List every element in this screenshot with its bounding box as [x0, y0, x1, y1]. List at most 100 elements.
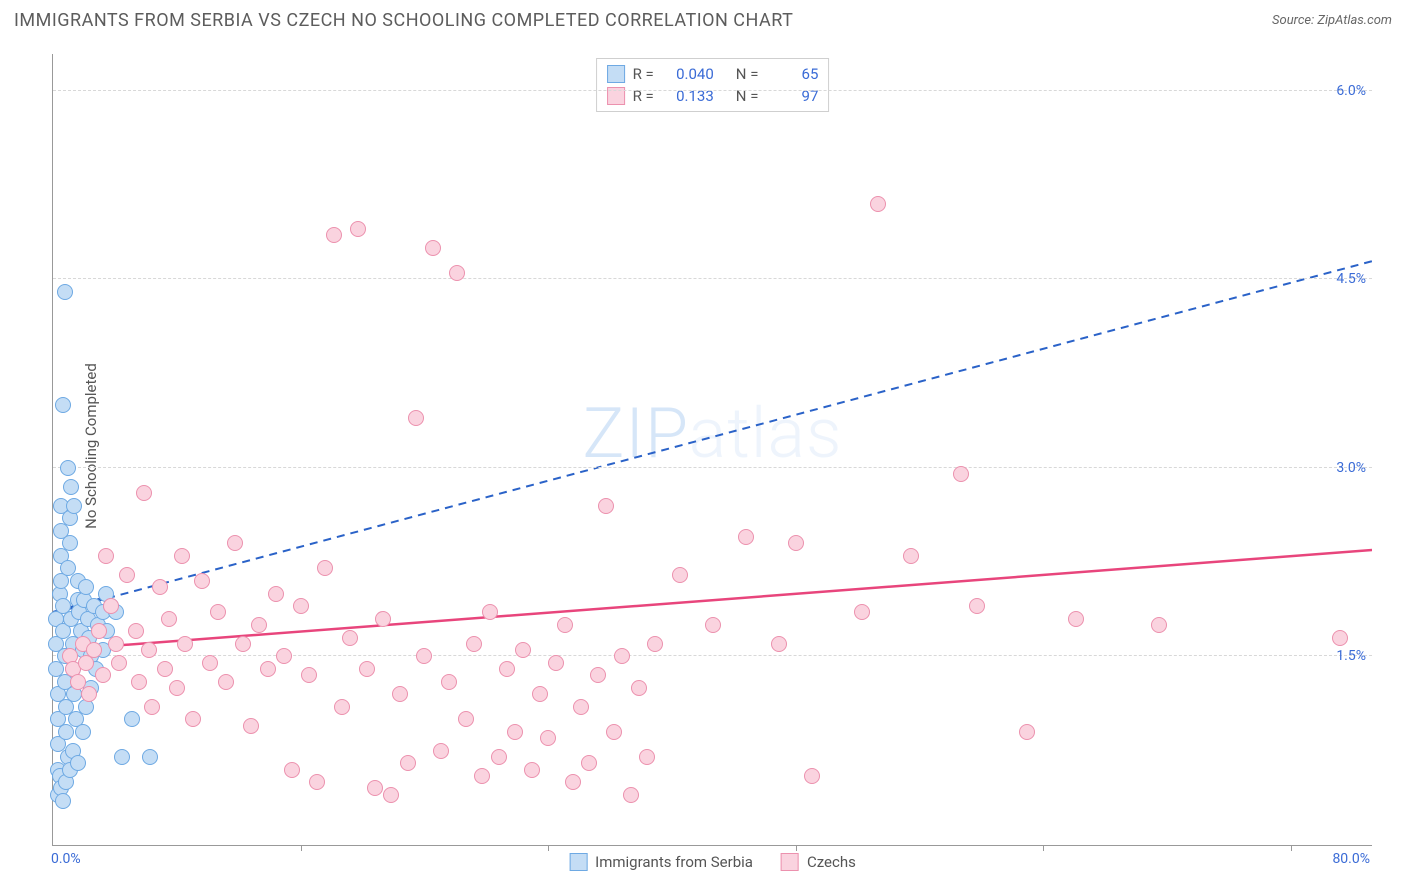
- stat-r-value: 0.040: [664, 63, 714, 85]
- scatter-point-czechs: [350, 221, 366, 237]
- legend-swatch-serbia: [569, 853, 587, 871]
- legend-item-serbia: Immigrants from Serbia: [569, 853, 753, 871]
- scatter-point-czechs: [185, 711, 201, 727]
- chart-source: Source: ZipAtlas.com: [1272, 13, 1392, 28]
- scatter-point-czechs: [81, 686, 97, 702]
- x-tick: [548, 845, 549, 851]
- stat-n-value: 97: [768, 85, 818, 107]
- scatter-point-czechs: [174, 548, 190, 564]
- scatter-point-czechs: [235, 636, 251, 652]
- scatter-point-czechs: [672, 567, 688, 583]
- scatter-point-czechs: [474, 768, 490, 784]
- scatter-point-serbia: [75, 724, 91, 740]
- scatter-point-czechs: [251, 617, 267, 633]
- scatter-point-czechs: [276, 648, 292, 664]
- scatter-point-serbia: [66, 498, 82, 514]
- scatter-point-czechs: [598, 498, 614, 514]
- scatter-point-czechs: [441, 674, 457, 690]
- scatter-point-serbia: [57, 284, 73, 300]
- scatter-point-serbia: [78, 579, 94, 595]
- trend-line-serbia: [53, 261, 1372, 613]
- gridline-h: [53, 655, 1372, 656]
- scatter-point-czechs: [1151, 617, 1167, 633]
- x-tick: [1291, 845, 1292, 851]
- scatter-point-czechs: [491, 749, 507, 765]
- scatter-point-czechs: [738, 529, 754, 545]
- scatter-point-czechs: [392, 686, 408, 702]
- gridline-h: [53, 467, 1372, 468]
- stats-row-serbia: R =0.040N =65: [607, 63, 819, 85]
- scatter-point-czechs: [573, 699, 589, 715]
- scatter-point-czechs: [499, 661, 515, 677]
- scatter-point-czechs: [284, 762, 300, 778]
- stat-r-label: R =: [633, 63, 654, 85]
- scatter-point-czechs: [157, 661, 173, 677]
- scatter-point-czechs: [111, 655, 127, 671]
- scatter-point-czechs: [788, 535, 804, 551]
- scatter-point-serbia: [60, 460, 76, 476]
- scatter-point-czechs: [152, 579, 168, 595]
- scatter-point-czechs: [309, 774, 325, 790]
- x-axis-max-label: 80.0%: [1332, 851, 1370, 867]
- legend-swatch-serbia: [607, 65, 625, 83]
- scatter-point-czechs: [540, 730, 556, 746]
- scatter-point-serbia: [142, 749, 158, 765]
- x-tick: [796, 845, 797, 851]
- scatter-point-czechs: [565, 774, 581, 790]
- scatter-point-czechs: [177, 636, 193, 652]
- series-legend: Immigrants from Serbia Czechs: [569, 853, 856, 871]
- scatter-point-czechs: [91, 623, 107, 639]
- scatter-point-czechs: [515, 642, 531, 658]
- x-axis-origin-label: 0.0%: [51, 851, 81, 867]
- scatter-point-czechs: [532, 686, 548, 702]
- scatter-point-czechs: [482, 604, 498, 620]
- scatter-point-serbia: [55, 397, 71, 413]
- scatter-point-czechs: [433, 743, 449, 759]
- scatter-point-czechs: [342, 630, 358, 646]
- scatter-point-czechs: [581, 755, 597, 771]
- scatter-point-czechs: [141, 642, 157, 658]
- scatter-point-czechs: [128, 623, 144, 639]
- scatter-point-czechs: [705, 617, 721, 633]
- scatter-point-czechs: [416, 648, 432, 664]
- gridline-h: [53, 278, 1372, 279]
- legend-item-czechs: Czechs: [781, 853, 856, 871]
- scatter-point-czechs: [326, 227, 342, 243]
- legend-label: Immigrants from Serbia: [595, 853, 753, 871]
- scatter-point-czechs: [1332, 630, 1348, 646]
- trend-line-czechs: [53, 550, 1372, 650]
- scatter-point-czechs: [425, 240, 441, 256]
- scatter-point-czechs: [218, 674, 234, 690]
- scatter-point-czechs: [524, 762, 540, 778]
- scatter-point-serbia: [114, 749, 130, 765]
- stats-row-czechs: R =0.133N =97: [607, 85, 819, 107]
- chart-title: IMMIGRANTS FROM SERBIA VS CZECH NO SCHOO…: [14, 10, 793, 31]
- stat-r-label: R =: [633, 85, 654, 107]
- scatter-point-czechs: [375, 611, 391, 627]
- scatter-point-czechs: [108, 636, 124, 652]
- scatter-point-czechs: [169, 680, 185, 696]
- scatter-point-czechs: [119, 567, 135, 583]
- scatter-point-czechs: [631, 680, 647, 696]
- scatter-point-czechs: [870, 196, 886, 212]
- scatter-point-czechs: [227, 535, 243, 551]
- watermark: ZIPatlas: [582, 393, 842, 475]
- stat-n-label: N =: [736, 63, 759, 85]
- scatter-point-czechs: [639, 749, 655, 765]
- scatter-point-serbia: [62, 535, 78, 551]
- scatter-point-czechs: [507, 724, 523, 740]
- scatter-point-czechs: [359, 661, 375, 677]
- scatter-point-czechs: [86, 642, 102, 658]
- scatter-point-czechs: [969, 598, 985, 614]
- scatter-point-czechs: [301, 667, 317, 683]
- scatter-point-czechs: [367, 780, 383, 796]
- scatter-point-czechs: [590, 667, 606, 683]
- scatter-point-czechs: [771, 636, 787, 652]
- legend-label: Czechs: [807, 853, 856, 871]
- scatter-point-czechs: [449, 265, 465, 281]
- scatter-point-czechs: [804, 768, 820, 784]
- scatter-point-czechs: [953, 466, 969, 482]
- scatter-point-serbia: [63, 479, 79, 495]
- x-tick: [301, 845, 302, 851]
- scatter-point-czechs: [548, 655, 564, 671]
